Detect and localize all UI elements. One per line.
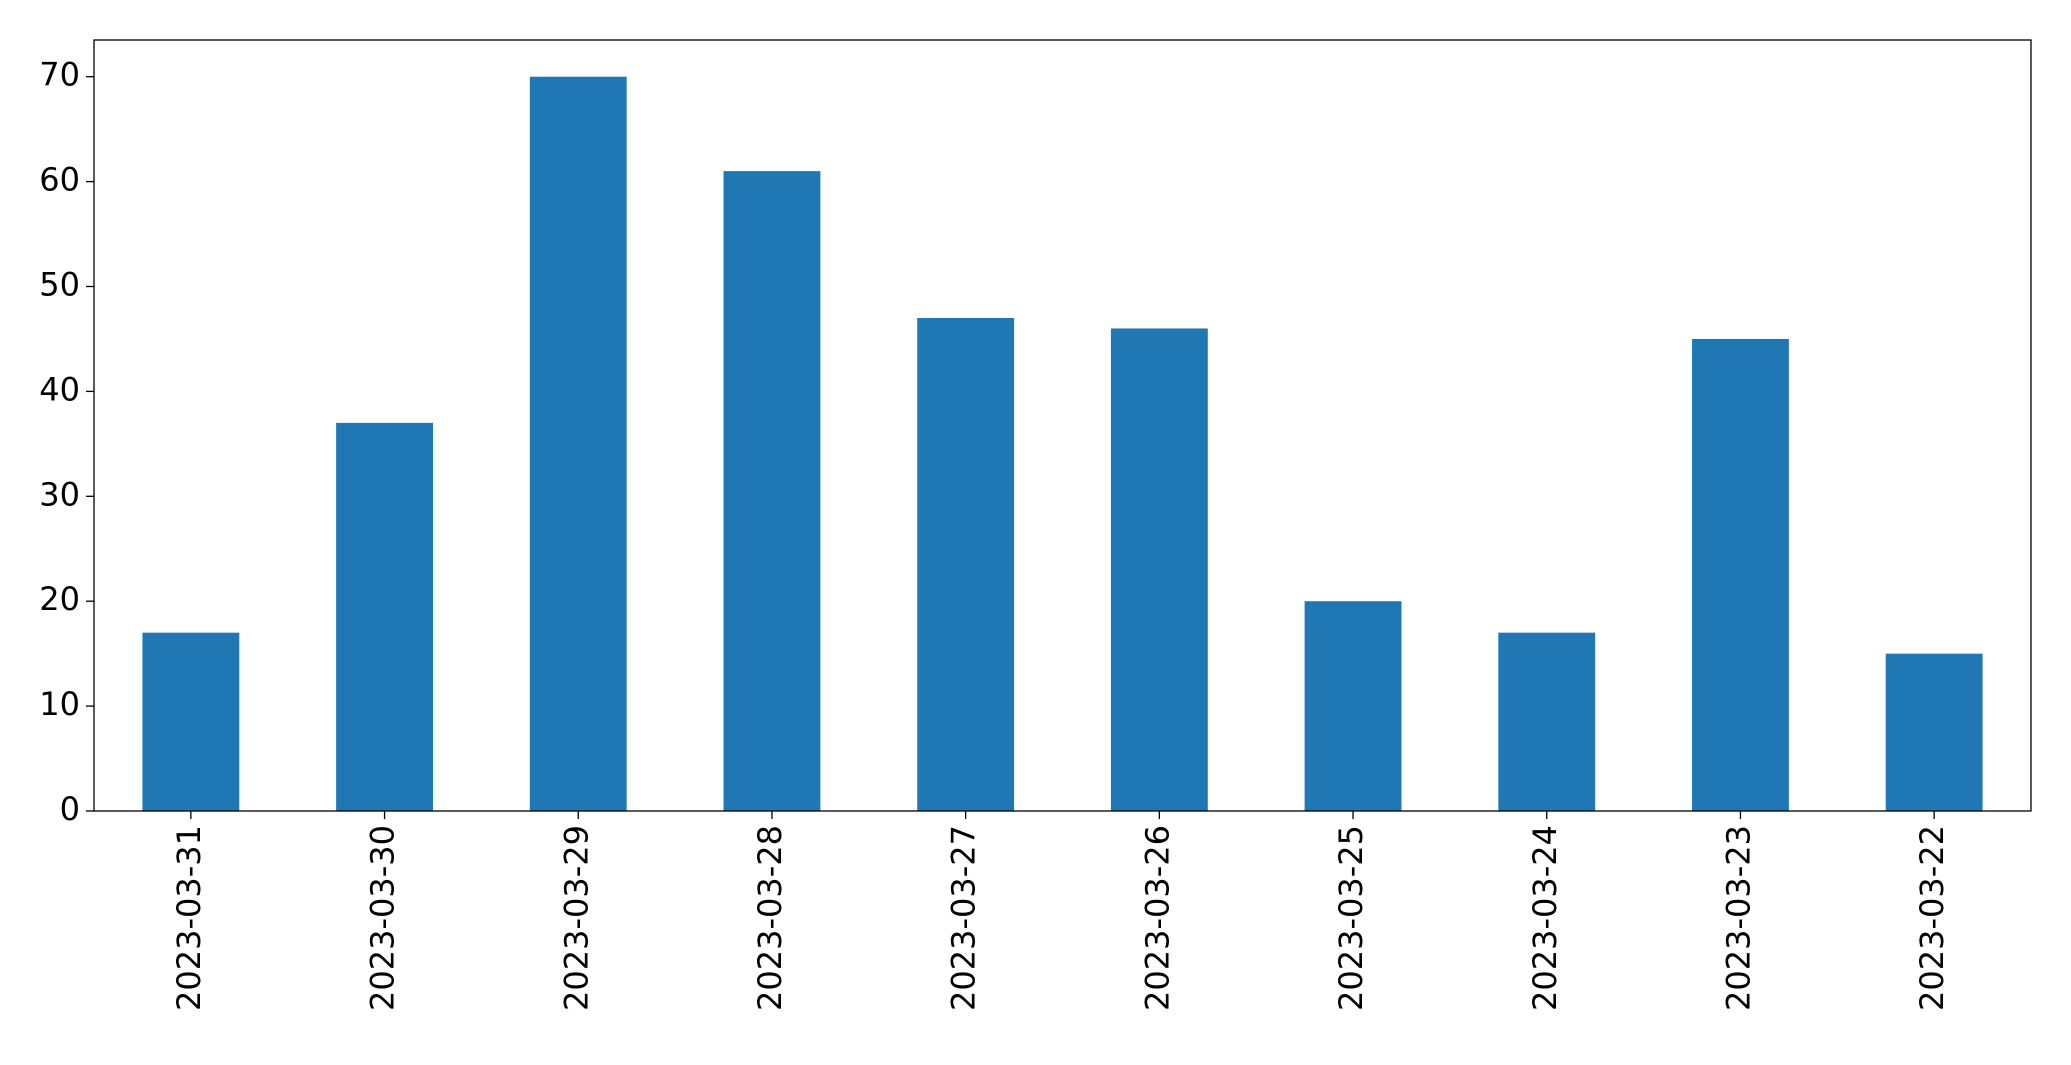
y-tick-label: 0 — [60, 790, 80, 828]
y-tick-label: 30 — [39, 475, 80, 513]
x-tick-label: 2023-03-24 — [1526, 825, 1564, 1011]
bar — [1304, 601, 1402, 811]
bar — [142, 632, 240, 811]
y-tick-label: 20 — [39, 580, 80, 618]
x-tick-label: 2023-03-29 — [557, 825, 595, 1011]
bar — [336, 422, 433, 811]
bar — [917, 317, 1015, 811]
x-tick-label: 2023-03-23 — [1719, 825, 1757, 1011]
bar — [529, 76, 627, 811]
bar — [723, 171, 821, 812]
x-tick-label: 2023-03-31 — [170, 825, 208, 1011]
y-tick-label: 40 — [39, 370, 80, 408]
bar — [1498, 632, 1596, 811]
y-tick-label: 60 — [39, 161, 80, 199]
x-tick-label: 2023-03-30 — [364, 825, 402, 1011]
y-tick-label: 70 — [39, 56, 80, 94]
y-tick-label: 10 — [39, 685, 80, 723]
x-tick-label: 2023-03-28 — [751, 825, 789, 1011]
x-tick-label: 2023-03-25 — [1332, 825, 1370, 1011]
x-tick-label: 2023-03-22 — [1913, 825, 1951, 1011]
bar — [1692, 338, 1789, 811]
y-tick-label: 50 — [39, 266, 80, 304]
bar — [1110, 328, 1208, 811]
x-tick-label: 2023-03-26 — [1138, 825, 1176, 1011]
bar — [1885, 653, 1983, 811]
x-tick-label: 2023-03-27 — [945, 825, 983, 1011]
plot-frame — [93, 39, 2032, 812]
